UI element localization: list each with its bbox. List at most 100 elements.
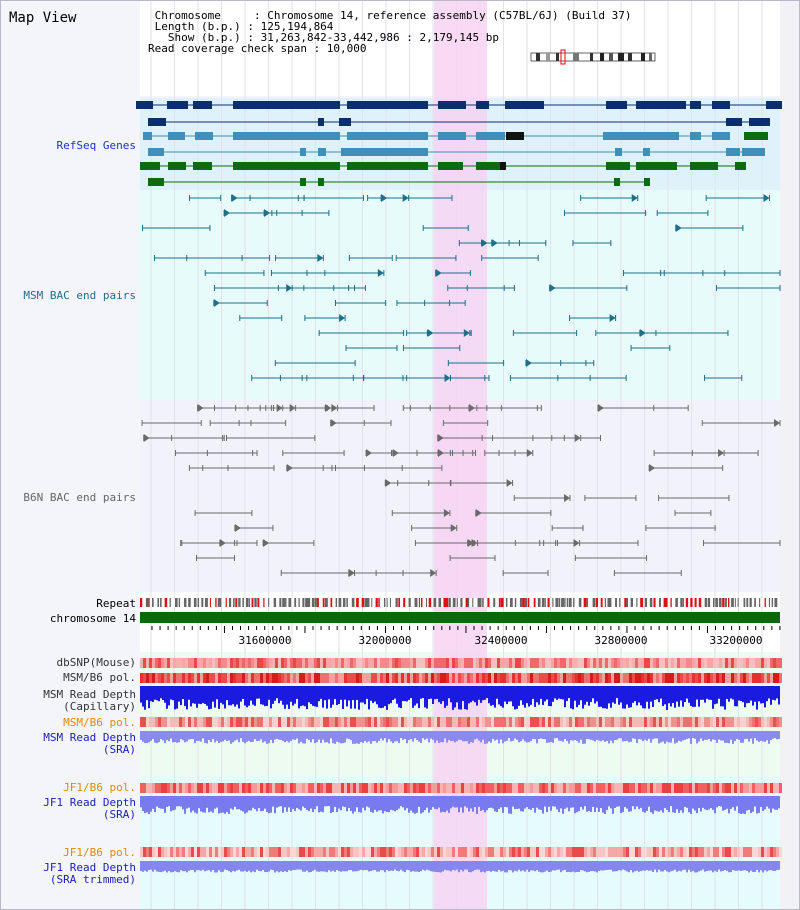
jf1-b6-pol-cell	[308, 783, 311, 793]
jf1-b6-pol-cell	[302, 847, 305, 857]
jf1-b6-pol-cell	[455, 847, 458, 857]
dbsnp-cell	[689, 658, 692, 668]
jf1-b6-pol-cell	[287, 783, 290, 793]
msm-capillary-depth-bar	[670, 686, 672, 707]
repeat-element	[378, 598, 380, 607]
dbsnp-cell	[572, 658, 575, 668]
msm-b6-pol-cell	[392, 673, 395, 683]
jf1-sra-depth-bar	[208, 796, 210, 813]
jf1-sra-depth-bar	[394, 796, 396, 812]
msm-sra-depth-bar	[222, 731, 224, 742]
jf1-sra-depth-bar	[228, 796, 230, 814]
repeat-element	[225, 598, 227, 607]
repeat-element	[452, 598, 456, 607]
jf1-sra-depth-bar	[504, 796, 506, 807]
jf1-trimmed-depth-bar	[720, 861, 722, 872]
msm-b6-pol-cell	[182, 673, 185, 683]
dbsnp-cell	[257, 658, 260, 668]
msm-b6-pol-cell	[767, 673, 770, 683]
msm-capillary-depth-bar	[236, 686, 238, 705]
msm-sra-depth-bar	[446, 731, 448, 743]
jf1-sra-depth-bar	[508, 796, 510, 814]
msm-sra-depth-bar	[376, 731, 378, 743]
jf1-b6-pol-cell	[761, 783, 764, 793]
repeat-element	[718, 598, 722, 607]
msm-capillary-depth-bar	[226, 686, 228, 701]
jf1-b6-pol-cell	[749, 783, 752, 793]
jf1-b6-pol-cell	[173, 783, 176, 793]
gene-exon	[233, 101, 340, 109]
jf1-b6-pol-cell	[641, 783, 644, 793]
jf1-b6-pol-cell	[299, 847, 302, 857]
dbsnp-cell	[734, 658, 737, 668]
msm-b6-pol-cell	[722, 673, 725, 683]
jf1-b6-pol-cell	[527, 847, 530, 857]
repeat-element	[418, 598, 420, 607]
jf1-trimmed-depth-bar	[228, 861, 230, 872]
jf1-b6-pol-cell	[191, 847, 194, 857]
jf1-trimmed-depth-bar	[628, 861, 630, 873]
msm-capillary-depth-bar	[772, 686, 774, 700]
dbsnp-cell	[518, 658, 521, 668]
dbsnp-cell	[620, 658, 623, 668]
msm-b6-pol-cell	[317, 717, 320, 727]
jf1-sra-depth-bar	[268, 796, 270, 814]
msm-bac-pair-arrow	[231, 194, 238, 202]
jf1-sra-depth-bar	[598, 796, 600, 812]
dbsnp-cell	[521, 658, 524, 668]
jf1-sra-depth-bar	[680, 796, 682, 811]
jf1-sra-depth-bar	[172, 796, 174, 811]
msm-sra-depth-bar	[740, 731, 742, 743]
jf1-sra-depth-bar	[730, 796, 732, 809]
msm-sra-depth-bar	[436, 731, 438, 741]
repeat-element	[566, 598, 569, 607]
jf1-sra-depth-bar	[628, 796, 630, 812]
msm-b6-pol-cell	[764, 673, 767, 683]
b6n-bac-pair-arrow	[197, 404, 204, 412]
gene-exon	[644, 178, 650, 186]
jf1-sra-depth-bar	[174, 796, 176, 810]
msm-b6-pol-cell	[563, 673, 566, 683]
track-label-msm-depth-cap: MSM Read Depth	[43, 688, 136, 701]
dbsnp-cell	[692, 658, 695, 668]
msm-sra-depth-bar	[366, 731, 368, 743]
msm-sra-depth-bar	[518, 731, 520, 743]
msm-sra-depth-bar	[554, 731, 556, 739]
gene-exon	[148, 178, 164, 186]
jf1-trimmed-depth-bar	[584, 861, 586, 872]
jf1-b6-pol-cell	[509, 783, 512, 793]
msm-b6-pol-cell	[440, 673, 443, 683]
jf1-sra-depth-bar	[410, 796, 412, 811]
msm-sra-depth-bar	[348, 731, 350, 739]
jf1-sra-depth-bar	[534, 796, 536, 813]
jf1-sra-depth-bar	[198, 796, 200, 809]
jf1-trimmed-depth-bar	[322, 861, 324, 872]
dbsnp-cell	[749, 658, 752, 668]
jf1-sra-depth-bar	[180, 796, 182, 807]
jf1-sra-depth-bar	[454, 796, 456, 808]
jf1-trimmed-depth-bar	[286, 861, 288, 873]
msm-b6-pol-cell	[542, 673, 545, 683]
msm-capillary-depth-bar	[474, 686, 476, 703]
msm-b6-pol-cell	[338, 673, 341, 683]
msm-capillary-depth-bar	[178, 686, 180, 702]
jf1-sra-depth-bar	[306, 796, 308, 810]
msm-b6-pol-cell	[395, 673, 398, 683]
msm-b6-pol-cell	[152, 717, 155, 727]
msm-sra-depth-bar	[506, 731, 508, 741]
msm-b6-pol-cell	[533, 717, 536, 727]
msm-sra-depth-bar	[668, 731, 670, 743]
jf1-trimmed-depth-bar	[470, 861, 472, 873]
msm-b6-pol-cell	[287, 717, 290, 727]
repeat-track	[140, 598, 780, 607]
jf1-b6-pol-cell	[281, 783, 284, 793]
jf1-sra-depth-bar	[580, 796, 582, 807]
gene-exon	[136, 101, 153, 109]
msm-capillary-depth-bar	[684, 686, 686, 703]
jf1-trimmed-depth-bar	[738, 861, 740, 871]
msm-sra-depth-bar	[598, 731, 600, 741]
msm-b6-pol-cell	[539, 717, 542, 727]
jf1-b6-pol-cell	[554, 783, 557, 793]
msm-b6-pol-cell	[602, 717, 605, 727]
repeat-element	[254, 598, 257, 607]
